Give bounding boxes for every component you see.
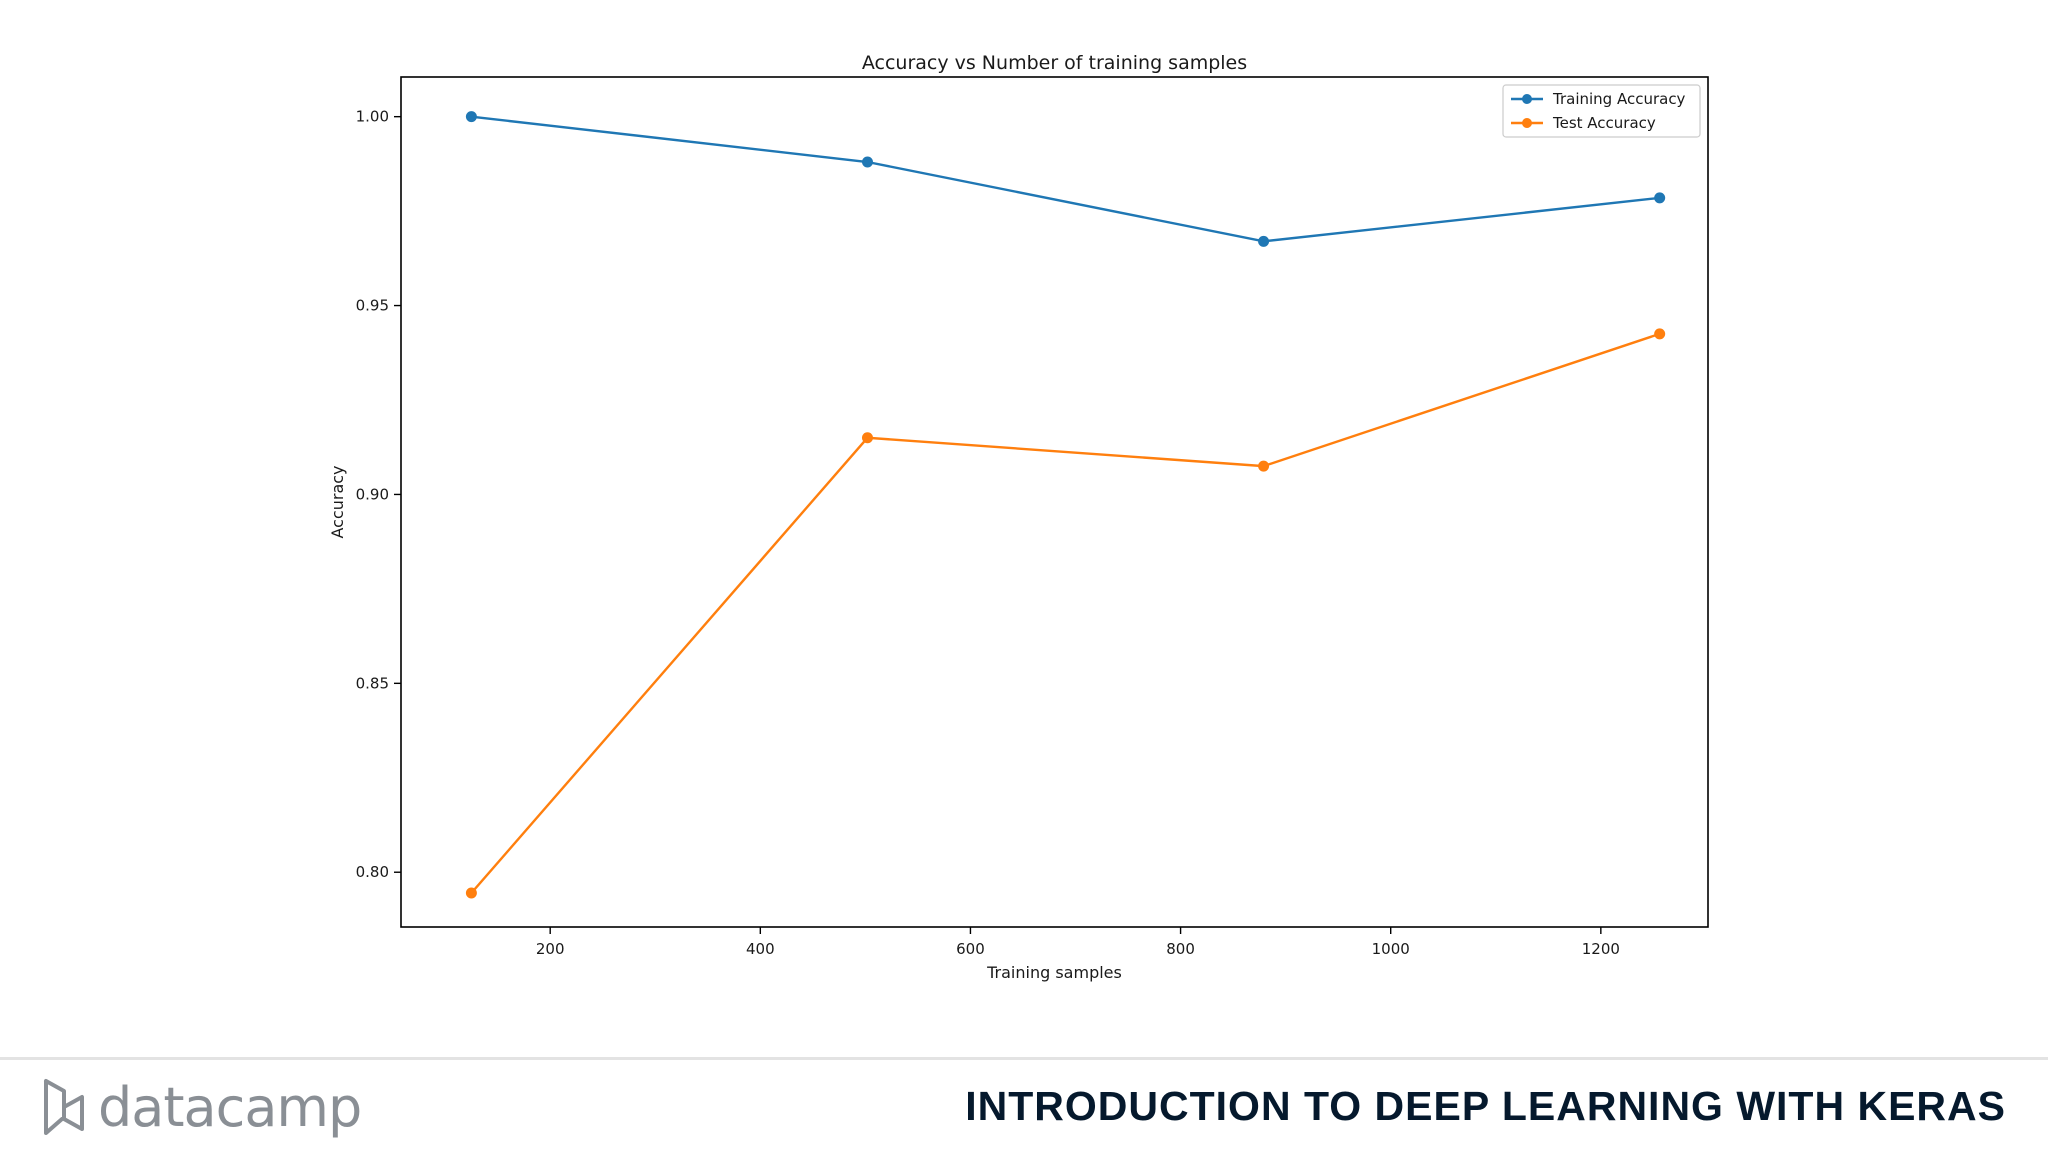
y-tick-label: 0.85 bbox=[356, 674, 389, 692]
x-axis-label: Training samples bbox=[986, 963, 1122, 982]
data-point-training bbox=[1654, 192, 1666, 204]
x-tick-label: 600 bbox=[956, 940, 985, 958]
x-tick-label: 1000 bbox=[1372, 940, 1410, 958]
y-tick-label: 0.80 bbox=[356, 863, 389, 881]
legend-marker bbox=[1522, 118, 1532, 128]
data-point-test bbox=[465, 887, 477, 899]
data-point-test bbox=[1258, 460, 1270, 472]
x-tick-label: 400 bbox=[746, 940, 775, 958]
datacamp-logo-icon bbox=[44, 1079, 84, 1135]
datacamp-logo[interactable]: datacamp bbox=[42, 1072, 362, 1142]
legend-label: Training Accuracy bbox=[1552, 90, 1686, 108]
series-line-training bbox=[471, 115, 1660, 243]
x-tick-label: 200 bbox=[536, 940, 565, 958]
y-axis-label: Accuracy bbox=[328, 465, 347, 538]
brand-wordmark: datacamp bbox=[98, 1075, 362, 1139]
y-tick-label: 0.90 bbox=[356, 485, 389, 503]
x-tick-label: 1200 bbox=[1582, 940, 1620, 958]
y-tick-label: 1.00 bbox=[356, 108, 389, 126]
y-tick-label: 0.95 bbox=[356, 297, 389, 315]
legend-marker bbox=[1522, 94, 1532, 104]
data-point-test bbox=[861, 432, 873, 444]
chart-title: Accuracy vs Number of training samples bbox=[862, 52, 1247, 74]
legend-label: Test Accuracy bbox=[1552, 114, 1656, 132]
legend-box bbox=[1502, 84, 1701, 138]
data-point-training bbox=[861, 156, 873, 168]
data-point-training bbox=[1258, 235, 1270, 247]
series-line-test bbox=[470, 332, 1661, 894]
course-title: INTRODUCTION TO DEEP LEARNING WITH KERAS bbox=[965, 1083, 2006, 1129]
footer-divider bbox=[0, 1057, 2048, 1060]
data-point-test bbox=[1654, 328, 1666, 340]
data-point-training bbox=[465, 111, 477, 123]
plot-frame bbox=[400, 76, 1709, 928]
x-tick-label: 800 bbox=[1166, 940, 1195, 958]
